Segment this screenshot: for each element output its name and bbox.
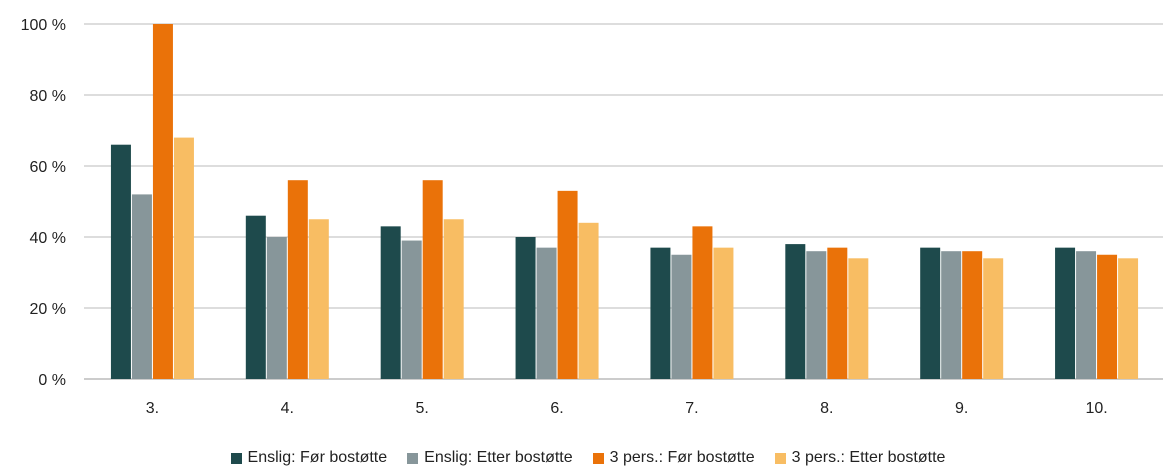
legend-swatch: [407, 452, 419, 464]
bar: [941, 251, 962, 379]
bar: [557, 190, 578, 379]
bar: [713, 247, 734, 379]
bar: [266, 237, 287, 379]
bar: [152, 24, 173, 379]
legend-label: 3 pers.: Etter bostøtte: [791, 449, 946, 466]
x-tick-label: 7.: [685, 400, 698, 417]
bar: [848, 258, 869, 379]
legend-item-enslig-etter: Enslig: Etter bostøtte: [407, 449, 573, 467]
legend-label: Enslig: Etter bostøtte: [424, 449, 573, 466]
y-tick-label: 80 %: [30, 88, 66, 105]
bar: [827, 247, 848, 379]
bar: [287, 180, 308, 379]
legend-item-3pers-etter: 3 pers.: Etter bostøtte: [774, 449, 946, 467]
x-tick-label: 8.: [820, 400, 833, 417]
bar: [692, 226, 713, 379]
bar: [785, 244, 806, 379]
bar: [983, 258, 1004, 379]
legend-swatch: [592, 452, 604, 464]
bar: [1118, 258, 1139, 379]
bar: [245, 215, 266, 379]
x-tick-label: 4.: [281, 400, 294, 417]
bar: [131, 194, 152, 379]
bar: [962, 251, 983, 379]
bar: [110, 144, 131, 379]
legend-label: 3 pers.: Før bostøtte: [609, 449, 755, 466]
legend-label: Enslig: Før bostøtte: [247, 449, 388, 466]
bar: [1076, 251, 1097, 379]
legend-swatch: [774, 452, 786, 464]
bar: [401, 240, 422, 379]
bar: [920, 247, 941, 379]
y-tick-label: 40 %: [30, 230, 66, 247]
x-tick-label: 9.: [955, 400, 968, 417]
y-tick-label: 0 %: [38, 372, 66, 389]
bar: [1055, 247, 1076, 379]
bar: [650, 247, 671, 379]
x-tick-label: 5.: [416, 400, 429, 417]
x-tick-label: 10.: [1085, 400, 1107, 417]
bar: [422, 180, 443, 379]
bar: [578, 222, 599, 379]
bar: [443, 219, 464, 379]
legend-item-enslig-for: Enslig: Før bostøtte: [230, 449, 388, 467]
bar: [806, 251, 827, 379]
legend-swatch: [230, 452, 242, 464]
x-tick-label: 3.: [146, 400, 159, 417]
bar: [671, 254, 692, 379]
bar: [173, 137, 194, 379]
bar: [380, 226, 401, 379]
bar: [1097, 254, 1118, 379]
chart-legend: Enslig: Før bostøtte Enslig: Etter bostø…: [0, 447, 1176, 469]
bar: [515, 237, 536, 379]
bar: [308, 219, 329, 379]
y-tick-label: 20 %: [30, 301, 66, 318]
legend-item-3pers-for: 3 pers.: Før bostøtte: [592, 449, 755, 467]
bar-chart: 0 % 20 % 40 % 60 % 80 % 100 % 3. 4. 5. 6. 7. 8. 9. 10…: [21, 17, 1163, 417]
bar: [536, 247, 557, 379]
y-tick-label: 60 %: [30, 159, 66, 176]
x-tick-label: 6.: [550, 400, 563, 417]
y-tick-label: 100 %: [21, 17, 66, 34]
